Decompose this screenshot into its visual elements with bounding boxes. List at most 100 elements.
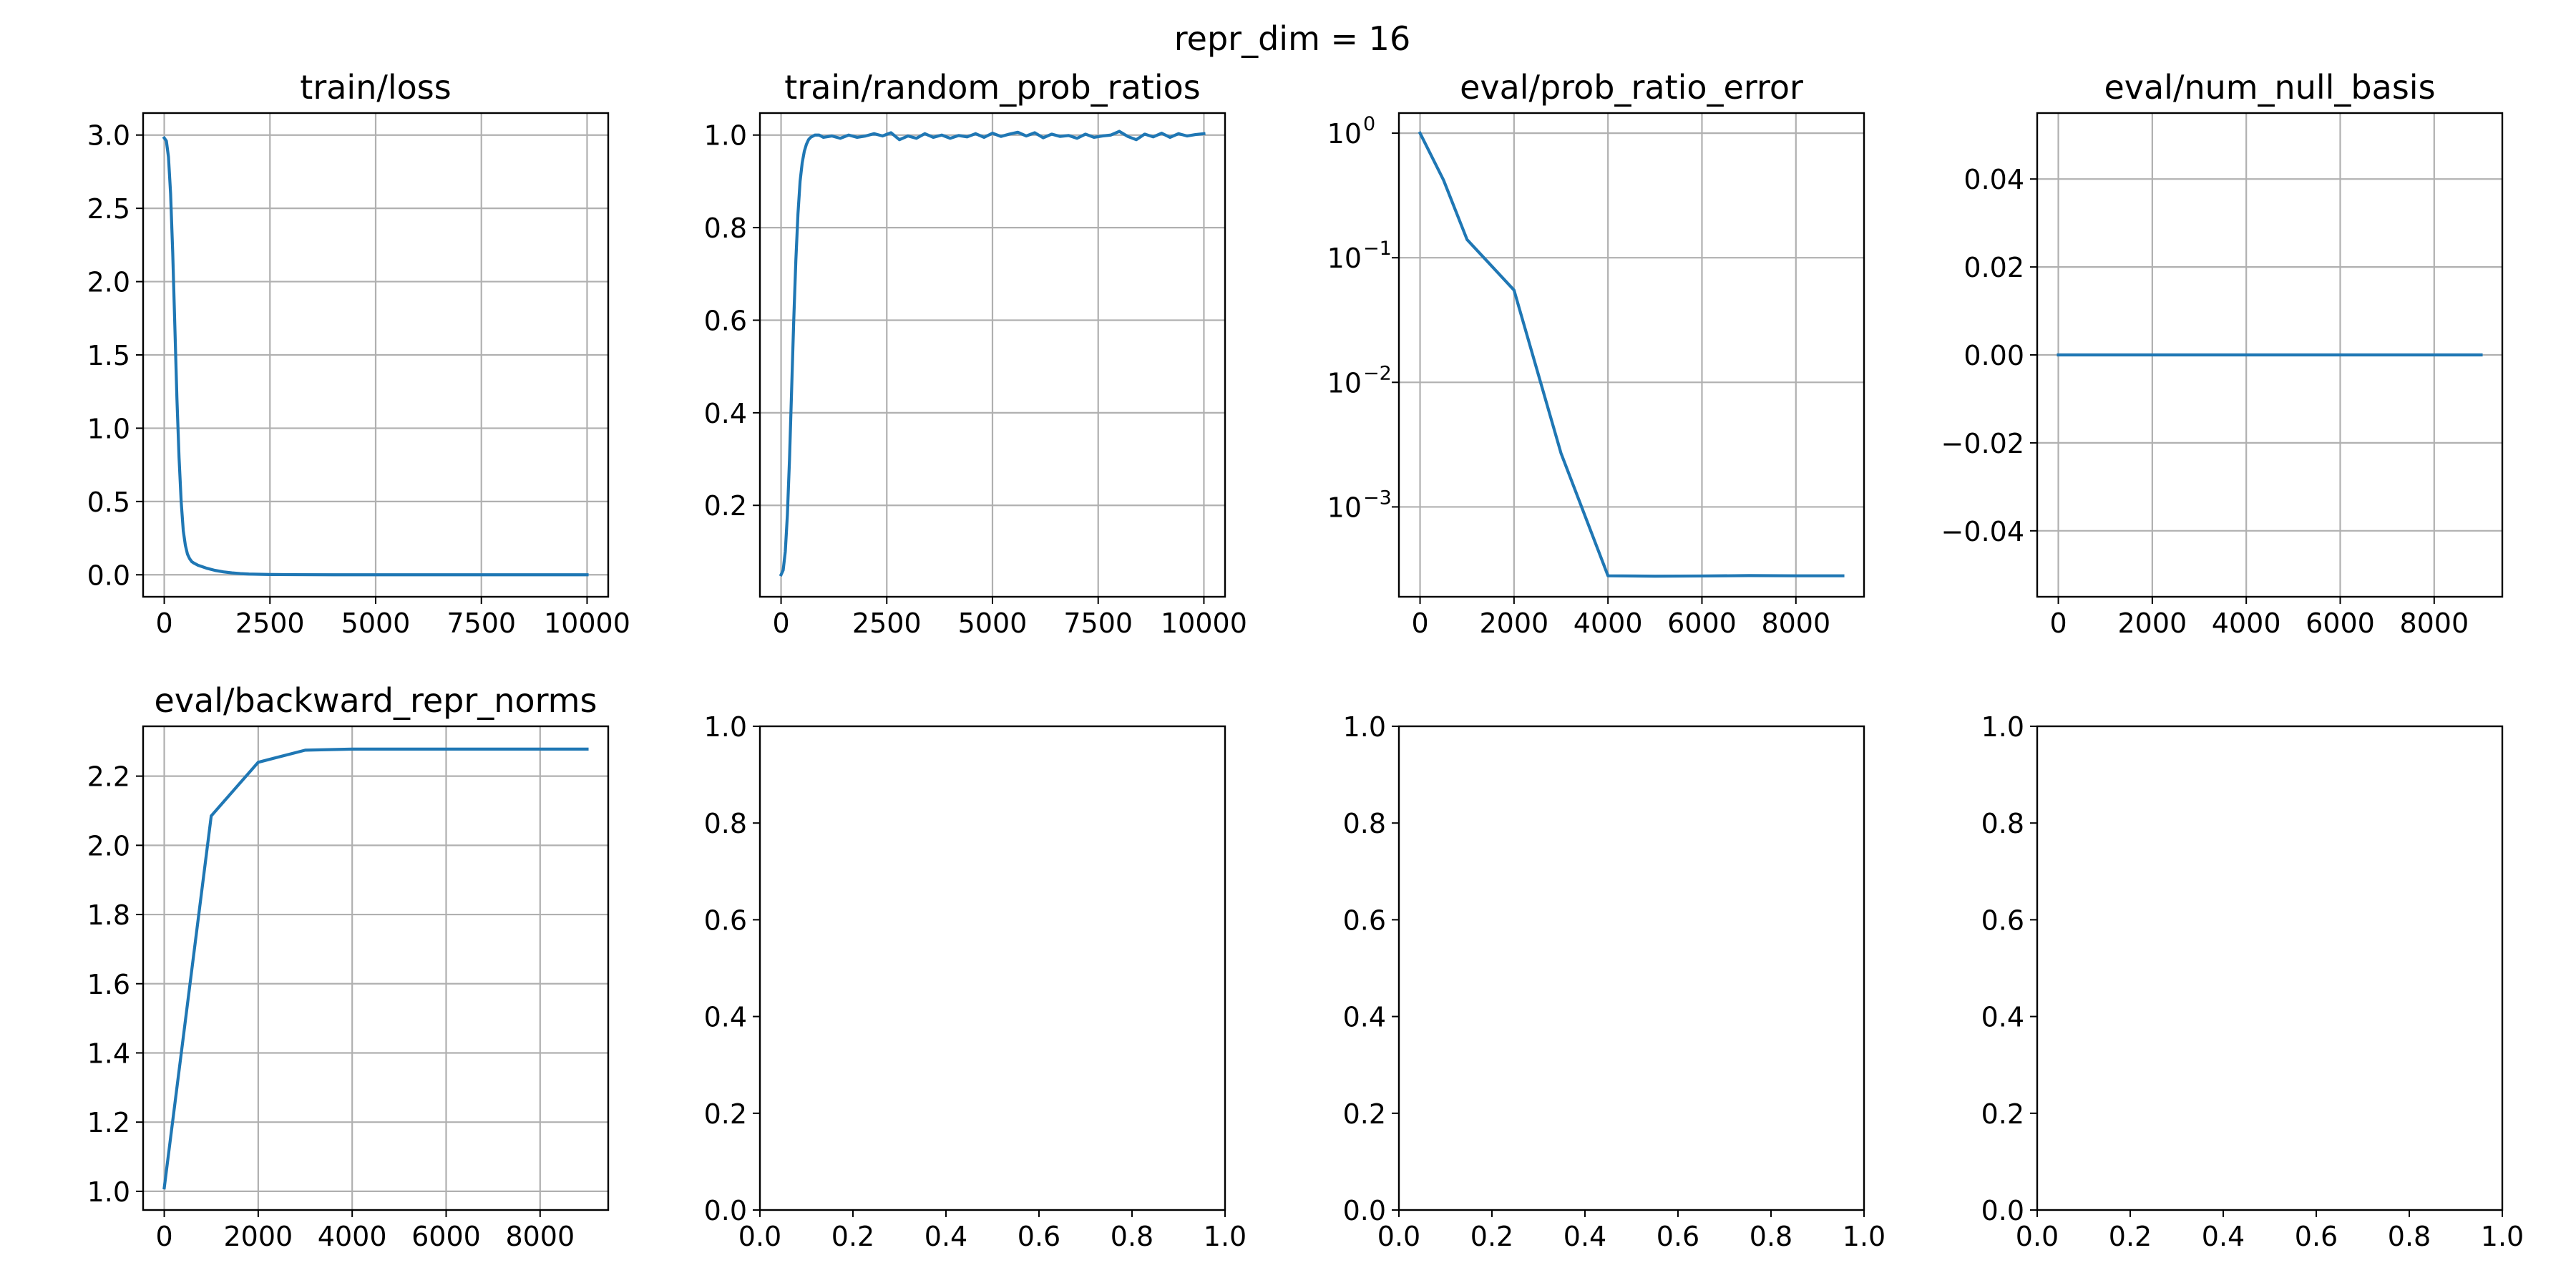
x-tick-label: 10000 xyxy=(544,608,630,639)
y-tick-label: 1.0 xyxy=(87,413,130,444)
x-tick-label: 8000 xyxy=(505,1221,575,1252)
y-tick-label: 0.4 xyxy=(704,398,747,429)
subplot-title: eval/prob_ratio_error xyxy=(1460,68,1803,107)
x-tick-label: 0.4 xyxy=(1563,1221,1606,1252)
y-tick-label: 1.8 xyxy=(87,899,130,931)
subplot-title: train/loss xyxy=(300,68,451,107)
x-tick-label: 0.6 xyxy=(1657,1221,1699,1252)
y-tick-label: 0.4 xyxy=(1981,1002,2024,1033)
subplot-train-loss: 0 2500 5000 7500 10000 0.0 0.5 1.0 1.5 2.0 2.5 3.0 t… xyxy=(87,68,630,639)
axes-frame xyxy=(142,725,610,1211)
x-tick-label: 6000 xyxy=(2306,608,2375,639)
y-tick-label: 2.2 xyxy=(87,761,130,793)
series-line xyxy=(162,747,589,1190)
y-tick-label: 0.6 xyxy=(1343,904,1386,936)
x-tick-label: 0 xyxy=(772,608,789,639)
x-tick-label: 1.0 xyxy=(2481,1221,2524,1252)
x-tick-label: 4000 xyxy=(2212,608,2281,639)
y-tick-label: 0.2 xyxy=(1343,1098,1386,1130)
axes-frame xyxy=(1397,725,1865,1211)
x-tick-label: 0 xyxy=(1411,608,1428,639)
x-tick-label: 2000 xyxy=(2117,608,2187,639)
y-tick-label: 1.4 xyxy=(87,1038,130,1069)
x-tick-label: 6000 xyxy=(411,1221,481,1252)
y-tick-label: 0.2 xyxy=(704,1098,747,1130)
y-tick-label: 10 xyxy=(1327,243,1362,274)
y-tick-label: 0.5 xyxy=(87,487,130,518)
x-tick-label: 0.0 xyxy=(738,1221,781,1252)
y-tick-label: 0.04 xyxy=(1963,164,2024,195)
x-tick-label: 0 xyxy=(155,608,172,639)
y-tick-base: 10 xyxy=(1327,367,1362,399)
y-tick-label: 0.8 xyxy=(1981,808,2024,839)
x-tick-label: 0.4 xyxy=(2202,1221,2245,1252)
y-tick-label: 0.00 xyxy=(1963,340,2024,371)
y-tick-exponent: −3 xyxy=(1363,487,1392,509)
y-tick-label: 0.6 xyxy=(1981,904,2024,936)
series-line xyxy=(162,135,589,577)
x-tick-label: 0.0 xyxy=(2016,1221,2059,1252)
y-tick-label: 10 xyxy=(1327,492,1362,523)
axes-frame xyxy=(1397,112,1865,598)
y-tick-label: 0.0 xyxy=(87,560,130,591)
y-tick-label: 0.6 xyxy=(704,904,747,936)
x-tick-label: 5000 xyxy=(958,608,1028,639)
x-tick-label: 0 xyxy=(155,1221,172,1252)
y-tick-exponent: −2 xyxy=(1363,362,1392,384)
y-tick-label: 0.2 xyxy=(704,490,747,522)
x-tick-label: 10000 xyxy=(1161,608,1247,639)
y-tick-label: 0.6 xyxy=(704,305,747,336)
x-tick-label: 0.4 xyxy=(924,1221,967,1252)
x-tick-label: 0.0 xyxy=(1377,1221,1420,1252)
y-tick-label: 10 xyxy=(1327,367,1362,399)
x-tick-label: 2000 xyxy=(1479,608,1548,639)
axes-frame xyxy=(758,725,1226,1211)
x-tick-label: 7500 xyxy=(1063,608,1133,639)
y-tick-base: 10 xyxy=(1327,492,1362,523)
x-tick-label: 0.8 xyxy=(2388,1221,2431,1252)
subplot-grid: 0 2500 5000 7500 100000.00.51.01.52.02.53.0t… xyxy=(87,68,2524,1252)
axes-frame xyxy=(2036,725,2504,1211)
y-tick-label: 0.4 xyxy=(704,1002,747,1033)
y-tick-label: 2.0 xyxy=(87,267,130,298)
x-tick-label: 0.2 xyxy=(1470,1221,1513,1252)
x-tick-label: 7500 xyxy=(447,608,516,639)
x-tick-label: 0 xyxy=(2049,608,2067,639)
series-line xyxy=(1418,131,1845,578)
y-tick-label: 1.0 xyxy=(704,711,747,743)
y-tick-label: 0.02 xyxy=(1963,252,2024,283)
subplot-title: eval/backward_repr_norms xyxy=(155,681,597,720)
y-tick-label: 1.0 xyxy=(1343,711,1386,743)
y-tick-label: 0.4 xyxy=(1343,1002,1386,1033)
y-tick-label: 1.6 xyxy=(87,969,130,1000)
y-tick-label: 1.2 xyxy=(87,1107,130,1138)
subplot-empty-1: 0.0 0.2 0.4 0.6 0.8 1.0 0.0 0.2 0.4 0.6 0.8 1.0 xyxy=(704,711,1247,1252)
y-tick-label: 10 xyxy=(1327,118,1362,150)
y-tick-label: 3.0 xyxy=(87,120,130,152)
x-tick-label: 2000 xyxy=(223,1221,293,1252)
y-tick-exponent: 0 xyxy=(1363,113,1375,135)
y-tick-label: 0.0 xyxy=(1981,1195,2024,1226)
x-tick-label: 4000 xyxy=(318,1221,387,1252)
x-tick-label: 0.6 xyxy=(1018,1221,1060,1252)
y-tick-label: 0.8 xyxy=(704,213,747,244)
x-tick-label: 5000 xyxy=(341,608,411,639)
y-tick-label: 1.0 xyxy=(87,1176,130,1208)
subplot-eval-num-null-basis: 0 2000 4000 6000 8000 0.04 0.02 0.00 −0.02 −0.04 e… xyxy=(1941,68,2504,639)
x-tick-label: 0.2 xyxy=(831,1221,874,1252)
y-tick-label: 0.2 xyxy=(1981,1098,2024,1130)
series-line xyxy=(779,130,1206,577)
x-tick-label: 0.8 xyxy=(1111,1221,1153,1252)
x-tick-label: 1.0 xyxy=(1843,1221,1885,1252)
y-tick-label: −0.02 xyxy=(1941,428,2024,459)
x-tick-label: 2500 xyxy=(852,608,922,639)
subplot-title: train/random_prob_ratios xyxy=(784,68,1200,107)
x-tick-label: 8000 xyxy=(2399,608,2469,639)
y-tick-exponent: −1 xyxy=(1363,238,1392,260)
y-tick-label: 1.5 xyxy=(87,340,130,371)
x-tick-label: 4000 xyxy=(1574,608,1643,639)
y-tick-label: 2.5 xyxy=(87,193,130,225)
